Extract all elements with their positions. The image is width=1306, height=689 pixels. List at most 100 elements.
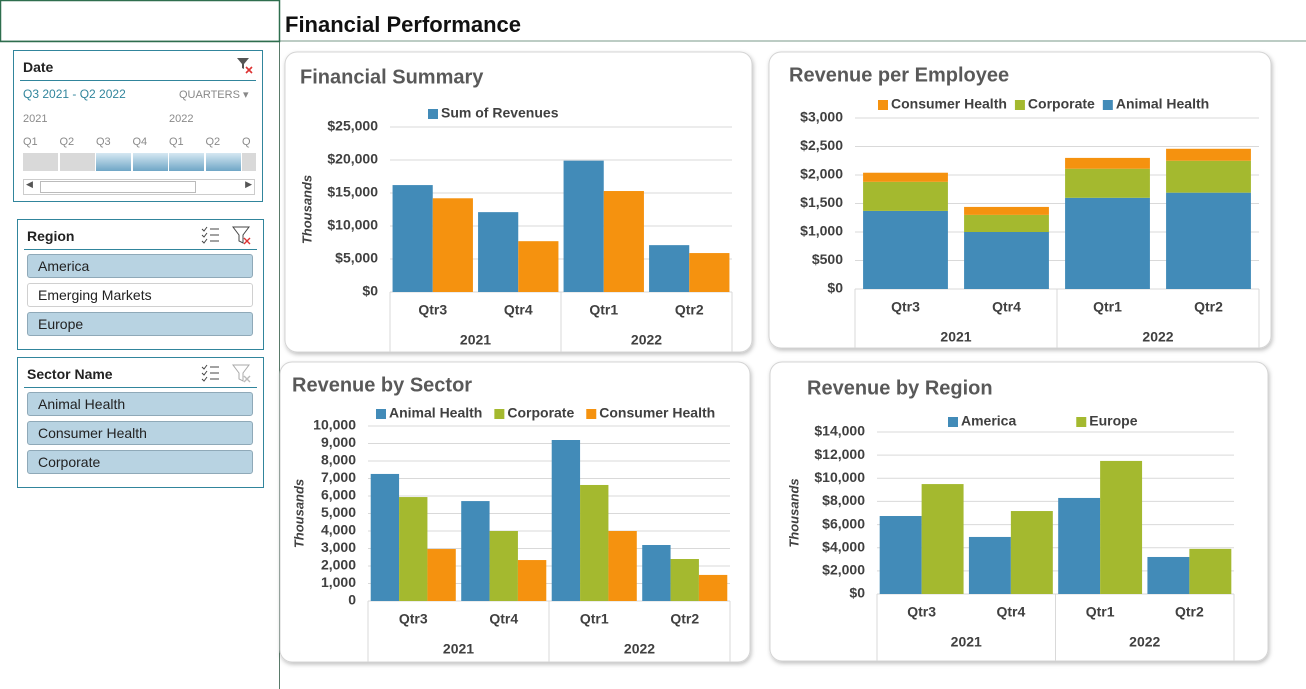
x-tick-label: Qtr2	[670, 611, 699, 627]
bar-segment	[1065, 157, 1150, 169]
scroll-thumb[interactable]	[40, 181, 196, 193]
period-tile[interactable]	[59, 153, 95, 171]
group-label: 2021	[460, 332, 491, 348]
legend-label: Europe	[1089, 413, 1137, 429]
bar	[370, 473, 400, 601]
legend-label: Sum of Revenues	[441, 105, 559, 121]
y-tick-label: $2,000	[822, 562, 865, 578]
period-tile[interactable]	[242, 153, 256, 171]
bar	[1100, 460, 1143, 594]
period-tile[interactable]	[169, 153, 204, 171]
period-label: Q3	[96, 136, 111, 148]
y-tick-label: $25,000	[327, 118, 378, 134]
x-tick-label: Qtr1	[1093, 299, 1122, 315]
group-label: 2021	[951, 634, 982, 650]
period-tile[interactable]	[205, 153, 241, 171]
bar-segment	[964, 214, 1049, 232]
scroll-left[interactable]: ◀	[26, 179, 33, 189]
y-axis-label: Thousands	[291, 479, 306, 548]
period-tile[interactable]	[96, 153, 131, 171]
y-tick-label: 6,000	[321, 487, 356, 503]
legend-swatch	[376, 409, 386, 419]
bar	[879, 516, 922, 594]
legend-swatch	[586, 409, 597, 419]
group-label: 2022	[1142, 329, 1173, 345]
bar	[399, 497, 428, 601]
chart-title: Revenue per Employee	[789, 64, 1009, 86]
slicer-title: Region	[27, 228, 75, 244]
clear-filter-icon[interactable]	[236, 56, 254, 74]
year-label: 2021	[23, 113, 48, 125]
slicer-icons[interactable]	[200, 363, 252, 383]
y-tick-label: $15,000	[327, 184, 378, 200]
y-tick-label: $2,000	[800, 166, 843, 182]
y-tick-label: 3,000	[321, 539, 356, 555]
x-tick-label: Qtr4	[992, 299, 1021, 315]
y-tick-label: $5,000	[335, 250, 378, 266]
bar-segment	[1166, 160, 1251, 193]
y-tick-label: $8,000	[822, 492, 865, 508]
bar	[518, 241, 559, 292]
bar	[921, 484, 964, 594]
group-label: 2021	[443, 641, 474, 657]
x-tick-label: Qtr3	[907, 604, 936, 620]
x-tick-label: Qtr4	[996, 604, 1025, 620]
slicer-item[interactable]: America	[27, 254, 253, 278]
y-tick-label: $1,500	[800, 194, 843, 210]
x-tick-label: Qtr1	[589, 302, 618, 318]
bar	[689, 253, 730, 292]
bar	[608, 531, 637, 601]
legend-swatch	[1076, 417, 1087, 427]
scroll-right[interactable]: ▶	[245, 179, 252, 189]
bar-segment	[863, 172, 948, 182]
legend-label: Animal Health	[1116, 96, 1209, 112]
bar	[517, 560, 547, 601]
y-axis-label: Thousands	[299, 175, 314, 244]
bar-segment	[863, 210, 948, 289]
chart-title: Revenue by Sector	[292, 374, 472, 396]
period-label: Q1	[169, 136, 184, 148]
period-label: Q1	[23, 136, 38, 148]
legend-swatch	[1102, 100, 1113, 110]
date-range: Q3 2021 - Q2 2022	[23, 87, 126, 101]
slicer-item[interactable]: Emerging Markets	[27, 283, 253, 307]
slicer-item[interactable]: Consumer Health	[27, 421, 253, 445]
bar	[1058, 497, 1101, 594]
slicer-rule	[24, 249, 257, 250]
bar-segment	[1065, 168, 1150, 198]
date-slicer[interactable]: Date Q3 2021 - Q2 2022 QUARTERS ▾ 2021 20…	[13, 50, 263, 202]
bar-segment	[1065, 197, 1150, 289]
slicer-item[interactable]: Europe	[27, 312, 253, 336]
bar-segment	[964, 206, 1049, 215]
period-tile[interactable]	[132, 153, 168, 171]
group-label: 2022	[624, 641, 655, 657]
x-tick-label: Qtr2	[1194, 299, 1223, 315]
slicer-item[interactable]: Animal Health	[27, 392, 253, 416]
bar	[427, 549, 456, 601]
y-tick-label: $12,000	[814, 446, 865, 462]
y-tick-label: $20,000	[327, 151, 378, 167]
x-tick-label: Qtr3	[418, 302, 447, 318]
y-tick-label: 9,000	[321, 434, 356, 450]
legend-label: Consumer Health	[891, 96, 1007, 112]
legend-swatch	[878, 100, 888, 110]
bar	[1189, 548, 1232, 594]
x-tick-label: Qtr1	[1086, 604, 1115, 620]
bar	[432, 198, 473, 292]
x-tick-label: Qtr3	[891, 299, 920, 315]
time-level[interactable]: QUARTERS ▾	[179, 89, 249, 101]
y-tick-label: $0	[849, 585, 865, 601]
bar	[603, 191, 644, 292]
slicer-icons[interactable]	[200, 225, 252, 245]
y-axis-label: Thousands	[786, 478, 801, 547]
cell-selection	[0, 0, 281, 43]
bar	[563, 160, 604, 292]
period-label: Q2	[205, 136, 221, 148]
scrollbar[interactable]: ◀ ▶	[23, 179, 255, 195]
legend-label: Animal Health	[389, 405, 482, 421]
slicer-item[interactable]: Corporate	[27, 450, 253, 474]
bar-segment	[863, 181, 948, 211]
time-level-text: QUARTERS	[179, 89, 240, 101]
period-tile[interactable]	[23, 153, 58, 171]
